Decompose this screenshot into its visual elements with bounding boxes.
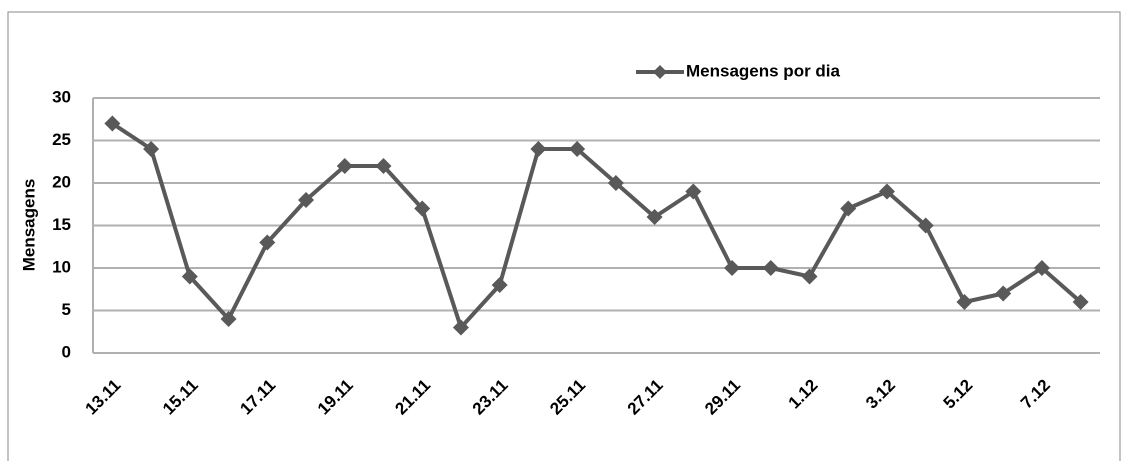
data-point bbox=[646, 209, 663, 225]
data-point bbox=[259, 234, 276, 251]
x-tick-label: 15.11 bbox=[159, 376, 202, 419]
data-point bbox=[685, 183, 702, 200]
data-point bbox=[414, 200, 431, 217]
x-tick-label: 19.11 bbox=[314, 376, 357, 419]
legend-marker bbox=[653, 65, 667, 79]
x-tick-label: 21.11 bbox=[391, 376, 434, 419]
data-point bbox=[878, 183, 895, 200]
y-tick-label: 5 bbox=[62, 300, 71, 319]
y-tick-label: 0 bbox=[62, 342, 71, 361]
data-point bbox=[762, 260, 779, 276]
data-point bbox=[1072, 294, 1089, 310]
data-point bbox=[995, 285, 1012, 302]
data-point bbox=[840, 200, 857, 217]
data-point bbox=[607, 175, 624, 191]
y-axis-label: Mensagens bbox=[19, 179, 38, 272]
series-line bbox=[111, 121, 1082, 330]
data-point bbox=[569, 141, 586, 157]
data-point bbox=[724, 260, 741, 276]
x-tick-label: 5.12 bbox=[940, 376, 977, 413]
x-tick-label: 13.11 bbox=[82, 376, 125, 419]
x-tick-label: 3.12 bbox=[862, 376, 899, 413]
data-point bbox=[375, 158, 392, 174]
data-point bbox=[181, 268, 198, 285]
data-point bbox=[143, 141, 160, 157]
legend-label: Mensagens por dia bbox=[686, 61, 841, 80]
y-tick-label: 10 bbox=[52, 257, 71, 276]
data-point bbox=[336, 158, 353, 174]
y-tick-label: 15 bbox=[52, 215, 71, 234]
data-point bbox=[917, 217, 934, 234]
x-tick-label: 1.12 bbox=[785, 376, 822, 413]
x-tick-label: 27.11 bbox=[624, 376, 667, 419]
x-tick-label: 23.11 bbox=[469, 376, 512, 419]
data-point bbox=[1033, 260, 1050, 276]
x-tick-label: 17.11 bbox=[236, 376, 279, 419]
y-tick-label: 30 bbox=[52, 87, 71, 106]
data-point bbox=[220, 311, 237, 327]
data-point bbox=[298, 192, 315, 208]
chart-frame bbox=[7, 11, 1121, 461]
y-tick-label: 25 bbox=[52, 130, 71, 149]
x-tick-label: 25.11 bbox=[546, 376, 589, 419]
data-point bbox=[530, 141, 547, 157]
data-point bbox=[801, 268, 818, 285]
x-tick-label: 29.11 bbox=[701, 376, 744, 419]
data-point bbox=[452, 319, 469, 336]
data-point bbox=[104, 115, 121, 132]
y-tick-label: 20 bbox=[52, 172, 71, 191]
data-point bbox=[956, 294, 973, 310]
x-tick-label: 7.12 bbox=[1017, 376, 1054, 413]
data-point bbox=[491, 277, 508, 293]
